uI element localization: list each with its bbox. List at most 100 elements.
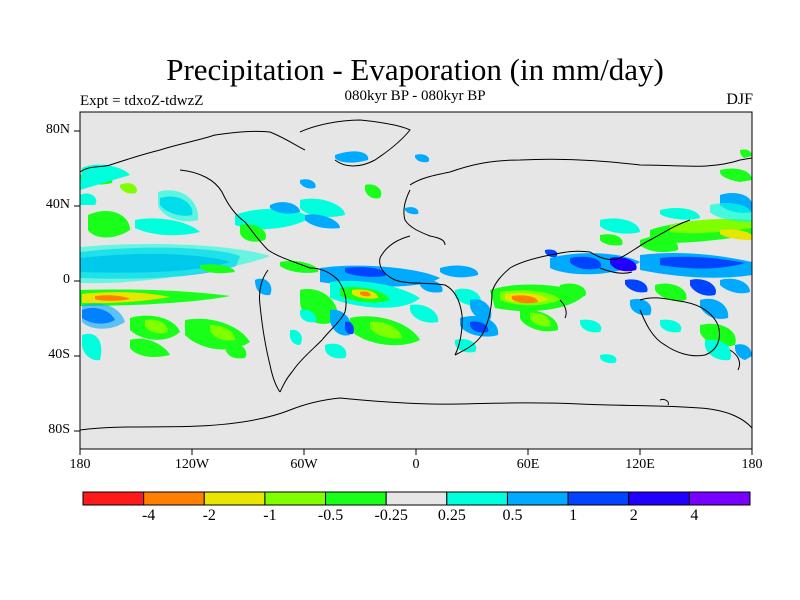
field-patch bbox=[370, 321, 402, 339]
field-patch bbox=[735, 344, 752, 360]
colorbar-label: 0.5 bbox=[502, 507, 523, 524]
coastlines bbox=[80, 119, 752, 431]
colorbar-label: -0.5 bbox=[317, 507, 344, 524]
colorbar-label: -1 bbox=[263, 507, 277, 524]
lon-label-120e: 120E bbox=[625, 457, 655, 472]
chart-subtitle: 080kyr BP - 080kyr BP bbox=[344, 88, 486, 104]
field-patch bbox=[560, 283, 586, 297]
field-patch bbox=[630, 299, 652, 316]
lat-label-40n: 40N bbox=[45, 197, 70, 212]
colorbar-swatch bbox=[567, 491, 630, 506]
field-patch bbox=[335, 151, 369, 163]
field-patch bbox=[95, 295, 130, 301]
field-patch bbox=[345, 267, 386, 277]
colorbar-swatch bbox=[628, 491, 690, 506]
lat-label-80n: 80N bbox=[45, 122, 70, 137]
field-patch bbox=[415, 154, 430, 163]
map-panel bbox=[74, 111, 753, 455]
colorbar-swatch bbox=[688, 491, 751, 506]
field-patch bbox=[210, 325, 235, 341]
colorbar-label: 1 bbox=[569, 507, 578, 524]
colorbar-label: 0.25 bbox=[437, 507, 466, 524]
field-patch bbox=[88, 210, 130, 238]
field-patch bbox=[660, 207, 700, 220]
field-patch bbox=[410, 304, 439, 323]
colorbar-swatch bbox=[203, 491, 266, 506]
field-patch bbox=[660, 319, 682, 333]
field-patch bbox=[705, 339, 731, 361]
field-patch bbox=[289, 329, 302, 345]
lon-label-60e: 60E bbox=[516, 457, 540, 472]
field-patch bbox=[600, 354, 617, 364]
field-patch bbox=[200, 264, 235, 274]
field-patch bbox=[235, 208, 310, 230]
experiment-label: Expt = tdxoZ-tdwzZ bbox=[80, 93, 204, 109]
chart-title: Precipitation - Evaporation (in mm/day) bbox=[166, 52, 664, 87]
field-patch bbox=[305, 214, 340, 229]
lat-label-0: 0 bbox=[63, 272, 70, 287]
field-patch bbox=[740, 149, 752, 158]
colorbar-label: -0.25 bbox=[374, 507, 408, 524]
field-patch bbox=[420, 279, 443, 293]
field-patch bbox=[720, 229, 752, 240]
precip-field bbox=[80, 119, 752, 431]
field-patch bbox=[700, 298, 729, 319]
field-patch bbox=[625, 279, 648, 293]
colorbar-swatch bbox=[385, 491, 448, 506]
field-patch bbox=[225, 343, 247, 359]
lon-label-60w: 60W bbox=[290, 457, 318, 472]
colorbar-swatch bbox=[446, 491, 508, 506]
field-patch bbox=[720, 278, 750, 294]
field-patch bbox=[135, 218, 200, 236]
field-patch bbox=[80, 193, 97, 205]
colorbar-swatch bbox=[143, 491, 205, 506]
lon-label-180e: 180 bbox=[741, 457, 763, 472]
field-patch bbox=[470, 321, 489, 333]
field-patch bbox=[300, 198, 345, 218]
field-patch bbox=[255, 278, 272, 296]
field-patch bbox=[600, 218, 640, 234]
field-patch bbox=[405, 207, 419, 215]
axis-ticks bbox=[74, 130, 753, 455]
field-patch bbox=[720, 168, 752, 182]
field-patch bbox=[82, 333, 102, 361]
field-patch bbox=[655, 283, 687, 302]
field-patch bbox=[530, 312, 551, 327]
colorbar-label: 2 bbox=[629, 507, 638, 524]
colorbar-swatch bbox=[264, 491, 327, 506]
field-patch bbox=[470, 299, 492, 321]
lon-label-0: 0 bbox=[412, 457, 420, 472]
field-patch bbox=[600, 234, 623, 246]
lat-label-40s: 40S bbox=[48, 347, 70, 362]
lat-label-80s: 80S bbox=[48, 422, 70, 437]
field-patch bbox=[300, 309, 317, 323]
lon-label-180w: 180 bbox=[69, 457, 91, 472]
colorbar-swatch bbox=[325, 491, 387, 506]
field-patch bbox=[325, 343, 347, 359]
field-patch bbox=[280, 260, 319, 273]
field-patch bbox=[365, 184, 382, 199]
field-patch bbox=[158, 190, 199, 222]
colorbar-label: -4 bbox=[141, 507, 156, 524]
colorbar-swatch bbox=[506, 491, 569, 506]
field-patch bbox=[270, 202, 300, 214]
field-patch bbox=[130, 338, 170, 358]
season-label: DJF bbox=[726, 91, 753, 108]
field-patch bbox=[455, 339, 477, 353]
field-patch bbox=[512, 295, 538, 304]
field-patch bbox=[300, 179, 316, 189]
colorbar bbox=[82, 491, 751, 506]
field-patch bbox=[80, 164, 130, 190]
field-patch bbox=[570, 256, 601, 270]
field-patch bbox=[690, 279, 716, 296]
field-patch bbox=[660, 256, 745, 269]
field-patch bbox=[82, 303, 125, 329]
field-patch bbox=[360, 291, 371, 297]
colorbar-swatch bbox=[82, 491, 145, 506]
colorbar-label: -2 bbox=[202, 507, 216, 524]
colorbar-label: 4 bbox=[690, 507, 699, 524]
field-patch bbox=[120, 183, 137, 194]
field-patch bbox=[344, 321, 355, 335]
field-patch bbox=[580, 319, 602, 333]
